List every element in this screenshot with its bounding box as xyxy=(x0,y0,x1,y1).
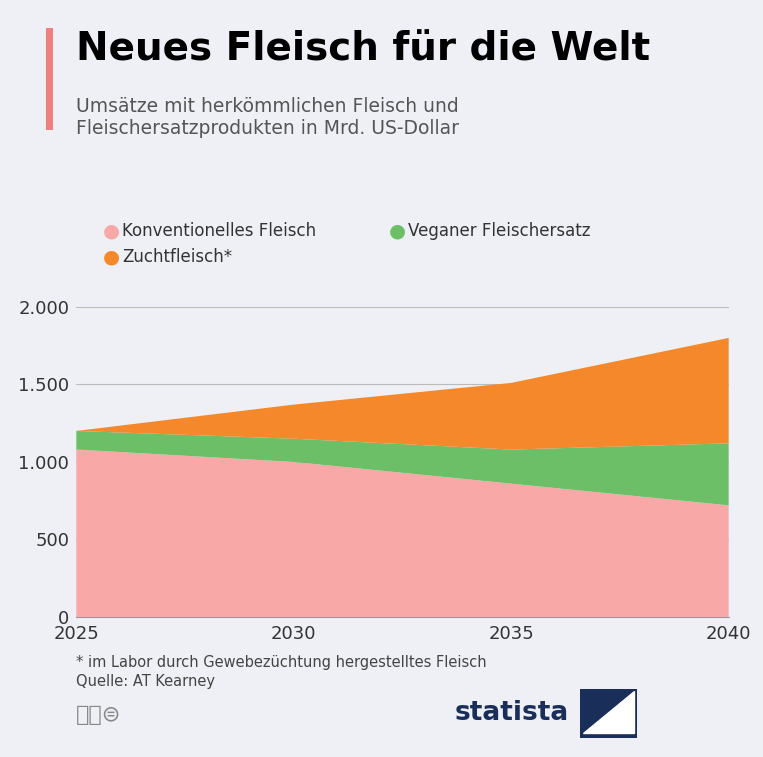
Text: statista: statista xyxy=(454,700,568,726)
Text: Konventionelles Fleisch: Konventionelles Fleisch xyxy=(122,222,316,240)
Polygon shape xyxy=(583,691,634,733)
Text: ●: ● xyxy=(389,221,406,241)
Text: ⓒⓘ⊜: ⓒⓘ⊜ xyxy=(76,706,121,725)
Text: Neues Fleisch für die Welt: Neues Fleisch für die Welt xyxy=(76,30,650,68)
Text: Fleischersatzprodukten in Mrd. US-Dollar: Fleischersatzprodukten in Mrd. US-Dollar xyxy=(76,119,459,138)
Text: Umsätze mit herkömmlichen Fleisch und: Umsätze mit herkömmlichen Fleisch und xyxy=(76,97,459,116)
Text: Quelle: AT Kearney: Quelle: AT Kearney xyxy=(76,674,215,689)
Text: * im Labor durch Gewebezüchtung hergestelltes Fleisch: * im Labor durch Gewebezüchtung hergeste… xyxy=(76,655,487,670)
Text: Veganer Fleischersatz: Veganer Fleischersatz xyxy=(408,222,591,240)
Text: ●: ● xyxy=(103,248,120,267)
Text: ●: ● xyxy=(103,221,120,241)
Text: Zuchtfleisch*: Zuchtfleisch* xyxy=(122,248,232,266)
